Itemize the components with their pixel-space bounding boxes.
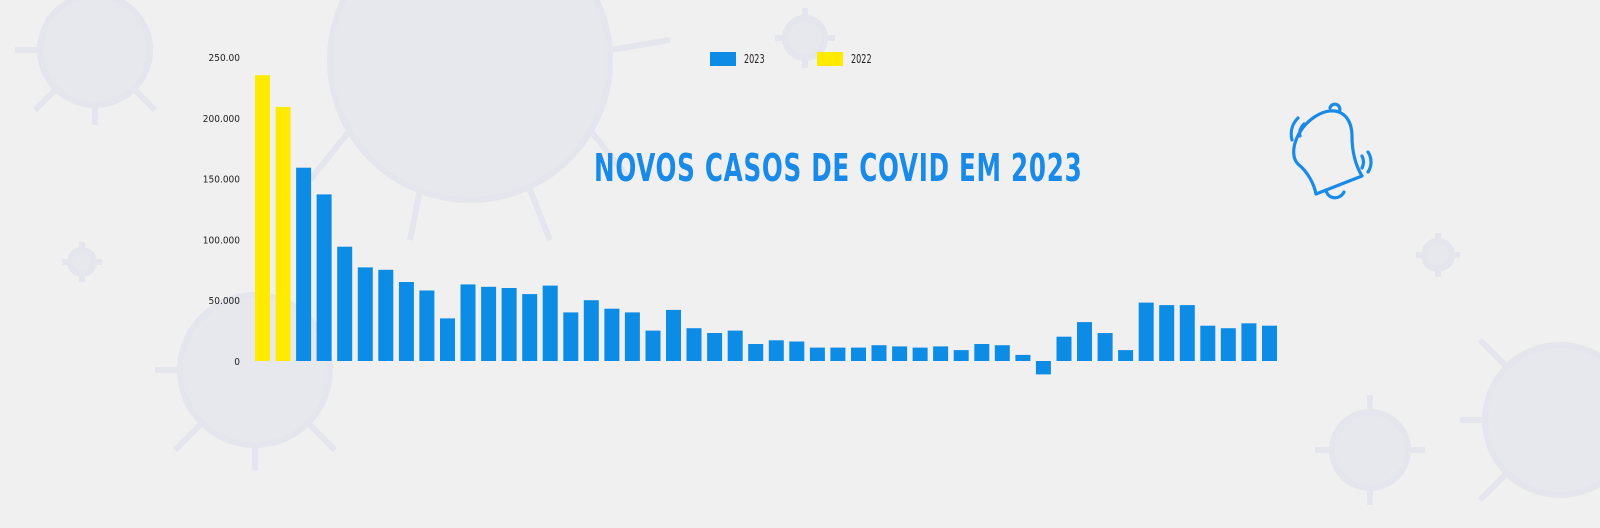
- bar-2023: [933, 346, 949, 361]
- chart-title: NOVOS CASOS DE COVID EM 2023: [594, 146, 1083, 190]
- bar-2023: [624, 312, 640, 361]
- y-tick-label: 0: [234, 357, 240, 368]
- bar-2023: [481, 286, 497, 361]
- bar-2023: [378, 269, 394, 361]
- bar-2023: [542, 285, 558, 361]
- legend-item-2022: 2022: [817, 52, 878, 66]
- bar-2023: [522, 294, 538, 361]
- bar-2023: [1035, 361, 1051, 375]
- bar-2023: [357, 267, 373, 361]
- bar-2023: [789, 341, 805, 361]
- bar-2023: [460, 284, 476, 361]
- virus-icon: [1315, 395, 1425, 505]
- bar-2023: [892, 346, 908, 361]
- virus-icon: [15, 0, 158, 125]
- bar-2022: [275, 106, 291, 362]
- y-tick-label: 100.000: [203, 235, 240, 246]
- bar-2022: [255, 75, 270, 361]
- bar-2023: [316, 194, 332, 361]
- bar-2023: [1159, 305, 1175, 361]
- bar-2023: [1241, 323, 1257, 361]
- bar-2023: [1200, 325, 1216, 361]
- virus-icon: [155, 292, 338, 470]
- bar-2023: [604, 308, 620, 361]
- legend-item-2023: 2023: [710, 52, 771, 66]
- bar-2023: [501, 288, 517, 361]
- bar-2023: [645, 330, 661, 361]
- y-axis: 0 50.000 100.000 150.000 200.000 250.00: [203, 53, 240, 368]
- bar-2023: [707, 333, 723, 361]
- y-tick-label: 200.000: [203, 114, 240, 125]
- bar-2023: [727, 330, 743, 361]
- virus-icon: [1460, 337, 1600, 503]
- bar-2023: [1097, 333, 1113, 361]
- bar-2023: [1179, 305, 1195, 361]
- bar-2023: [768, 340, 784, 361]
- legend: 2023 2022: [710, 52, 925, 66]
- legend-label-2022: 2022: [851, 52, 873, 66]
- bar-2023: [440, 318, 455, 361]
- bell-ringing-icon: [1289, 102, 1373, 200]
- bar-2023: [871, 345, 887, 361]
- bar-2023: [1262, 325, 1277, 361]
- bar-2023: [851, 347, 866, 361]
- bar-2023: [912, 347, 928, 361]
- bar-2023: [809, 347, 825, 361]
- bar-2023: [974, 344, 990, 361]
- bar-2023: [1015, 354, 1031, 361]
- bar-2023: [419, 290, 435, 361]
- bar-2023: [1118, 350, 1134, 361]
- bars: [255, 75, 1277, 375]
- bar-2023: [666, 309, 681, 361]
- y-tick-label: 250.00: [209, 53, 241, 64]
- bar-2023: [296, 167, 312, 361]
- virus-icon: [62, 242, 102, 282]
- bar-2023: [830, 347, 846, 361]
- bar-2023: [583, 300, 599, 361]
- legend-swatch-2022: [817, 52, 844, 66]
- y-tick-label: 150.000: [203, 175, 240, 186]
- bar-2023: [994, 345, 1010, 361]
- bar-2023: [748, 344, 764, 361]
- bar-2023: [1056, 336, 1072, 361]
- bar-2023: [1220, 328, 1236, 361]
- legend-swatch-2023: [710, 52, 736, 66]
- virus-icon: [307, 0, 671, 242]
- virus-icon: [1416, 233, 1460, 277]
- bar-2023: [337, 246, 353, 361]
- bar-2023: [953, 350, 969, 361]
- bar-2023: [686, 328, 702, 361]
- bar-2023: [398, 282, 414, 361]
- y-tick-label: 50.000: [209, 296, 241, 307]
- bar-2023: [1077, 322, 1092, 361]
- bar-2023: [563, 312, 579, 361]
- virus-icon: [775, 8, 835, 68]
- bar-2023: [1138, 302, 1154, 361]
- legend-label-2023: 2023: [744, 52, 765, 66]
